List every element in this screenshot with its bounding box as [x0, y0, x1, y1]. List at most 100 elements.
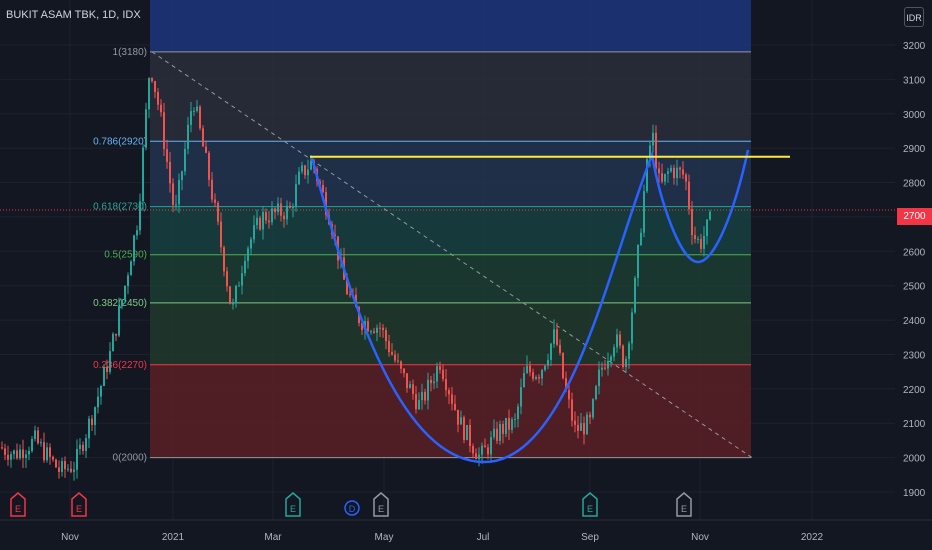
candle-body [688, 181, 690, 210]
y-tick-2900: 2900 [903, 144, 926, 155]
candle [559, 339, 561, 356]
candle-body [679, 167, 681, 170]
candle-body [7, 454, 9, 460]
candle-body [478, 454, 480, 460]
marker-shape [344, 500, 360, 516]
chart-title: BUKIT ASAM TBK, 1D, IDX [6, 9, 141, 21]
candle [538, 374, 540, 384]
candle-body [121, 299, 123, 307]
candle-body [205, 146, 207, 153]
candle [502, 420, 504, 444]
candle-body [487, 447, 489, 455]
candle [46, 442, 48, 463]
marker-label: E [378, 504, 384, 514]
candle [94, 406, 96, 436]
candle-body [139, 201, 141, 231]
candle [394, 350, 396, 363]
candle-body [322, 184, 324, 193]
candle [457, 409, 459, 433]
candle [196, 99, 198, 113]
candle-body [481, 445, 483, 455]
candle-body [634, 277, 636, 313]
candle-body [562, 352, 564, 379]
candle-body [187, 124, 189, 149]
x-tick-1: 2021 [162, 532, 185, 543]
candle [64, 456, 66, 478]
candle-body [457, 409, 459, 425]
candle-body [76, 448, 78, 470]
candle [163, 102, 165, 156]
candle [148, 77, 150, 119]
candle-body [157, 92, 159, 105]
candle-body [214, 199, 216, 203]
candle-body [289, 205, 291, 208]
candle-body [97, 396, 99, 408]
candle [112, 332, 114, 352]
candle-body [508, 418, 510, 430]
candle-body [544, 365, 546, 370]
candle-body [241, 273, 243, 286]
candle [535, 375, 537, 381]
candle [556, 322, 558, 347]
candle-body [22, 449, 24, 458]
candle-body [643, 191, 645, 233]
candle [76, 439, 78, 479]
event-marker-5: E [582, 492, 598, 517]
candle [85, 434, 87, 459]
candle [670, 164, 672, 173]
candle-body [85, 438, 87, 451]
candle [199, 104, 201, 131]
candle-body [346, 279, 348, 295]
candle-body [649, 145, 651, 160]
currency-label[interactable]: IDR [904, 7, 924, 27]
candle [202, 125, 204, 147]
candle-body [469, 424, 471, 447]
candle-body [403, 368, 405, 374]
candle-body [244, 261, 246, 274]
candle-body [595, 386, 597, 400]
candle [175, 194, 177, 211]
candle-body [490, 437, 492, 455]
candle-body [532, 372, 534, 379]
event-marker-1: E [71, 492, 87, 517]
candle-body [196, 106, 198, 111]
candle-body [703, 235, 705, 249]
candle-body [172, 183, 174, 205]
fib-label-4: 0.382(2450) [93, 298, 147, 309]
candle [370, 329, 372, 335]
candle-body [199, 106, 201, 129]
candle [376, 324, 378, 342]
candle [607, 352, 609, 376]
candle [592, 398, 594, 420]
candle [700, 233, 702, 254]
candle-body [253, 225, 255, 240]
candle [70, 461, 72, 474]
candle-body [19, 449, 21, 459]
candle [151, 77, 153, 84]
candle-body [226, 271, 228, 287]
candle [49, 443, 51, 465]
candle-body [637, 244, 639, 278]
candle [622, 344, 624, 369]
candle-body [280, 203, 282, 216]
candle-body [565, 378, 567, 391]
candle [529, 361, 531, 377]
candle-body [616, 334, 618, 348]
candle [580, 413, 582, 431]
candle [283, 211, 285, 228]
candle-body [511, 419, 513, 430]
candle [661, 163, 663, 184]
candle [181, 170, 183, 191]
candle-body [298, 171, 300, 185]
candle [67, 464, 69, 472]
candle [709, 209, 711, 221]
candle [487, 443, 489, 460]
candle-body [388, 341, 390, 353]
y-tick-3200: 3200 [903, 41, 926, 52]
candle [124, 285, 126, 304]
marker-label: E [76, 504, 82, 514]
candle-body [460, 417, 462, 425]
candle-body [694, 235, 696, 240]
event-marker-6: E [676, 492, 692, 517]
